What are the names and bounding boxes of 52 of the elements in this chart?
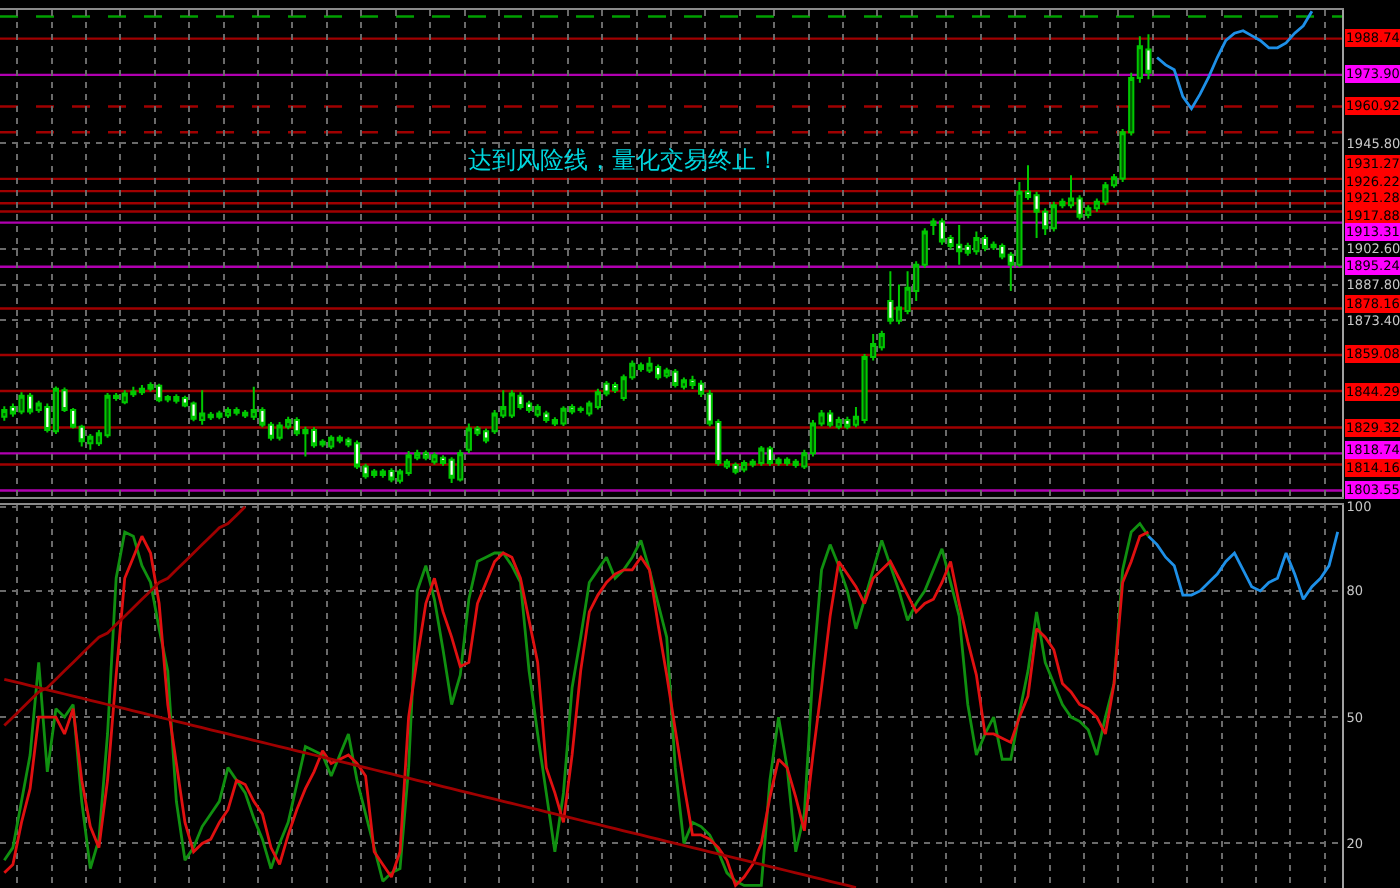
candlestick [990,240,997,252]
candlestick [1,405,8,422]
candlestick [302,425,309,458]
candlestick [680,376,688,391]
candlestick [560,405,567,427]
candlestick [766,444,774,467]
candlestick [792,458,799,469]
candlestick [388,467,395,484]
candlestick [121,389,128,406]
candlestick [732,461,739,476]
candlestick [689,374,696,391]
candlestick [371,468,378,479]
candlestick [405,450,412,477]
candlestick [844,415,851,431]
candlestick [835,415,842,431]
candlestick [353,439,361,471]
line-series [1155,9,1314,111]
candlestick [525,399,533,414]
candlestick [216,409,223,421]
candlestick [52,385,60,435]
candlestick [18,391,25,416]
candlestick [310,426,318,449]
candlestick [646,356,653,374]
candlestick [138,383,146,396]
candlestick [938,217,946,246]
candlestick [654,363,662,381]
candlestick [233,406,240,417]
candlestick [87,432,94,451]
candlestick [672,368,679,389]
candlestick [973,230,980,256]
candlestick [543,409,550,424]
candlestick [887,270,894,326]
candlestick [981,233,989,253]
candlestick [1102,180,1109,207]
candlestick [130,385,137,398]
line-series [1147,530,1340,601]
annotation: 达到风险线，量化交易终止！ [468,146,780,174]
candlestick [663,366,670,380]
candlestick [1145,33,1152,81]
candlestick [173,393,180,405]
candlestick [250,385,257,422]
candlestick [224,406,232,420]
candlestick [534,403,541,419]
candlestick [431,451,438,466]
candlestick [457,448,464,483]
candlestick [448,456,455,484]
candlestick [276,421,283,442]
candlestick [758,444,765,467]
candlestick [517,391,524,411]
candlestick [611,381,619,394]
candlestick [577,405,584,414]
candlestick [104,391,111,439]
